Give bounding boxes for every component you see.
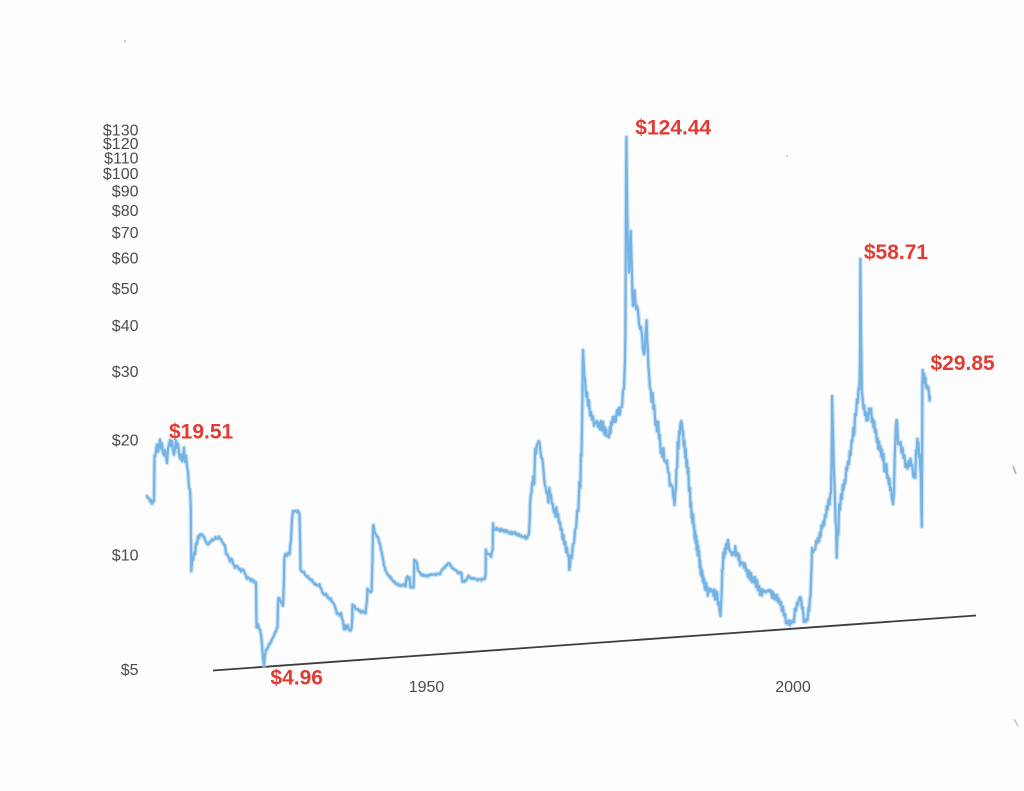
svg-text:$4.96: $4.96	[270, 667, 323, 690]
svg-text:$90: $90	[112, 183, 139, 200]
svg-text:$10: $10	[112, 547, 139, 564]
svg-text:$19.51: $19.51	[169, 421, 234, 444]
svg-text:$30: $30	[112, 364, 139, 381]
svg-text:$29.85: $29.85	[930, 352, 995, 375]
svg-text:$20: $20	[112, 433, 139, 450]
svg-text:$60: $60	[112, 251, 139, 268]
svg-text:$100: $100	[103, 166, 139, 183]
svg-text:$40: $40	[112, 318, 139, 335]
svg-text:$70: $70	[112, 225, 139, 242]
svg-text:$120: $120	[103, 136, 139, 153]
svg-text:$50: $50	[112, 281, 139, 298]
svg-text:$80: $80	[112, 203, 139, 220]
svg-text:1950: 1950	[409, 679, 445, 696]
svg-text:2000: 2000	[775, 679, 811, 696]
svg-text:$124.44: $124.44	[635, 116, 711, 139]
svg-text:$130: $130	[103, 122, 139, 139]
svg-text:$58.71: $58.71	[864, 241, 929, 264]
svg-text:$5: $5	[121, 662, 139, 679]
svg-text:$110: $110	[104, 150, 139, 167]
